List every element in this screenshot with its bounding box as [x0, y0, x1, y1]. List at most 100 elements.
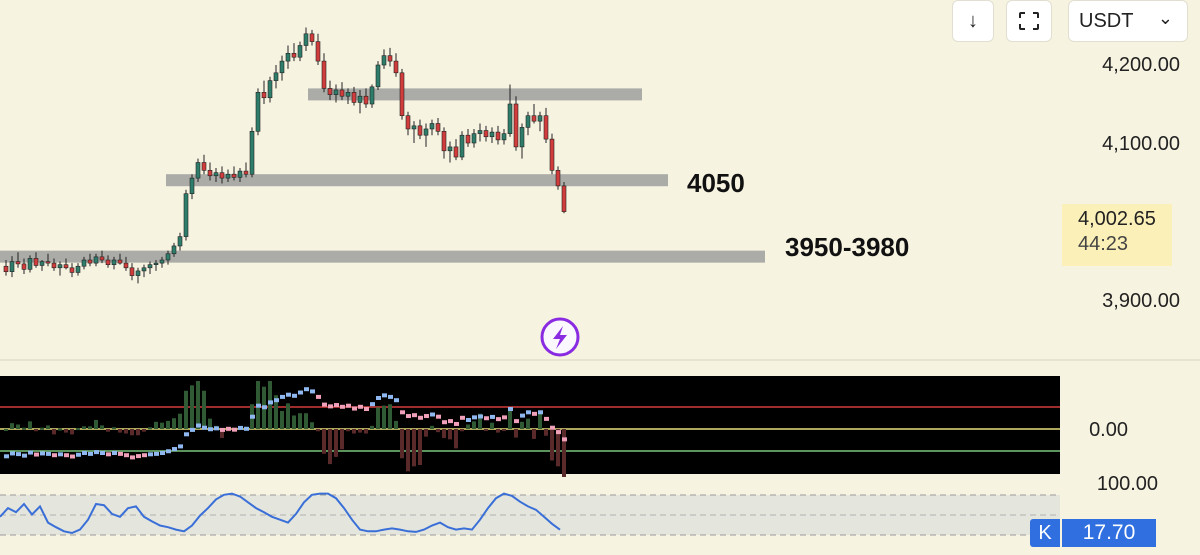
candle-body: [279, 60, 285, 74]
oscillator-signal: [94, 450, 99, 455]
candle-body: [405, 115, 411, 130]
oscillator-signal: [418, 415, 423, 420]
candle-body: [195, 162, 201, 179]
candle-body: [69, 267, 75, 273]
oscillator-signal: [40, 451, 45, 456]
candle-body: [495, 131, 501, 141]
oscillator-bar: [196, 381, 200, 429]
oscillator-bar: [100, 425, 104, 429]
oscillator-bar: [304, 413, 308, 429]
candle-body: [267, 80, 273, 99]
candle-body: [477, 130, 483, 134]
oscillator-bar: [106, 429, 110, 432]
oscillator-signal: [268, 400, 273, 405]
candle-body: [141, 267, 147, 272]
candle-body: [429, 123, 435, 130]
oscillator-bar: [268, 381, 272, 429]
oscillator-bar: [220, 429, 224, 438]
stochastic-top-label: 100.00: [1096, 473, 1158, 495]
oscillator-signal: [400, 410, 405, 415]
oscillator-signal: [550, 425, 555, 430]
candle-body: [237, 170, 243, 178]
oscillator-signal: [46, 451, 51, 456]
currency-select[interactable]: USDT ⌄: [1068, 0, 1188, 42]
oscillator-signal: [4, 454, 9, 459]
oscillator-bar: [136, 429, 140, 436]
support-zone: [166, 174, 668, 187]
candle-body: [93, 256, 99, 264]
candle-body: [45, 261, 51, 264]
candle-body: [447, 146, 453, 152]
candle-body: [465, 134, 471, 144]
candle-body: [483, 130, 489, 138]
oscillator-signal: [154, 451, 159, 456]
candle-body: [333, 89, 339, 95]
oscillator-bar: [328, 429, 332, 465]
oscillator-bar: [364, 429, 368, 434]
candle-body: [219, 172, 225, 179]
candle-body: [393, 60, 399, 74]
candle-body: [231, 173, 237, 178]
oscillator-bar: [202, 390, 206, 429]
oscillator-signal: [382, 393, 387, 398]
candle-body: [561, 185, 567, 212]
candle-body: [423, 128, 429, 136]
price-axis-label: 3,900.00: [1102, 290, 1180, 312]
candle-body: [249, 131, 255, 175]
lightning-icon[interactable]: [540, 317, 580, 357]
candle-body: [51, 262, 57, 269]
oscillator-bar: [502, 429, 506, 431]
candle-body: [201, 162, 207, 171]
download-icon: ↓: [968, 9, 978, 32]
oscillator-signal: [262, 405, 267, 410]
candle-body: [57, 264, 63, 269]
candle-body: [117, 259, 123, 264]
support-zone: [308, 88, 642, 101]
oscillator-bar: [532, 429, 536, 439]
oscillator-bar: [430, 425, 434, 429]
oscillator-signal: [184, 432, 189, 437]
oscillator-signal: [442, 420, 447, 425]
oscillator-bar: [46, 425, 50, 429]
oscillator-bar: [82, 426, 86, 429]
oscillator-bar: [124, 429, 128, 434]
oscillator-signal: [394, 398, 399, 403]
candle-body: [15, 261, 21, 265]
candle-body: [243, 170, 249, 175]
oscillator-signal: [214, 426, 219, 431]
oscillator-bar: [478, 413, 482, 429]
oscillator-bar: [280, 411, 284, 429]
oscillator-signal: [190, 427, 195, 432]
candle-countdown: 44:23: [1078, 233, 1129, 255]
oscillator-bar: [394, 420, 398, 429]
oscillator-signal: [376, 396, 381, 400]
oscillator-signal: [34, 452, 39, 457]
oscillator-bar: [76, 428, 80, 431]
oscillator-bar: [538, 411, 542, 429]
candle-body: [171, 245, 177, 255]
oscillator-signal: [484, 416, 489, 421]
oscillator-bar: [376, 407, 380, 429]
oscillator-signal: [490, 414, 495, 419]
candle-body: [351, 92, 357, 103]
oscillator-signal: [280, 394, 285, 399]
oscillator-bar: [172, 418, 176, 429]
oscillator-signal: [70, 454, 75, 459]
oscillator-signal: [370, 402, 375, 407]
candles-layer: [3, 27, 567, 284]
oscillator-bar: [442, 429, 446, 438]
oscillator-bar: [382, 405, 386, 429]
download-button[interactable]: ↓: [952, 0, 994, 42]
oscillator-signal: [496, 417, 501, 422]
oscillator-bar: [466, 424, 470, 429]
candle-body: [453, 146, 459, 158]
oscillator-signal: [250, 414, 255, 419]
candle-body: [381, 55, 387, 66]
oscillator-bar: [448, 429, 452, 440]
oscillator-signal: [436, 414, 441, 419]
fullscreen-button[interactable]: [1006, 0, 1052, 42]
candle-body: [555, 170, 561, 187]
oscillator-signal: [292, 393, 297, 398]
